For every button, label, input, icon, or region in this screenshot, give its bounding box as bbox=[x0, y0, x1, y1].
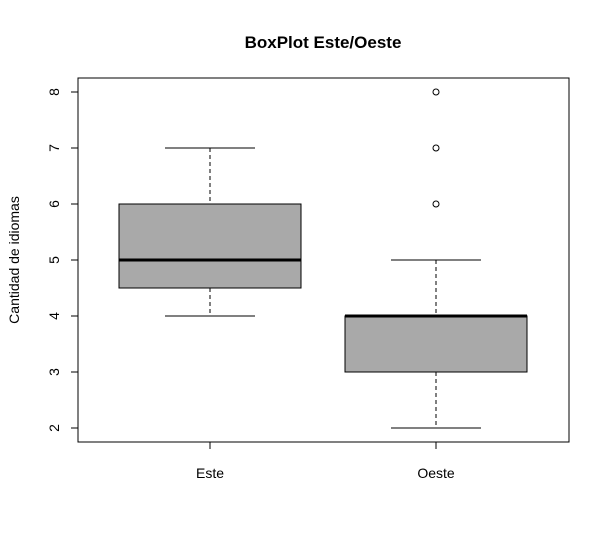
chart-title: BoxPlot Este/Oeste bbox=[245, 33, 402, 52]
y-tick-label: 2 bbox=[46, 424, 62, 432]
outlier-point-oeste bbox=[432, 144, 440, 152]
x-tick-label: Oeste bbox=[417, 465, 455, 481]
y-tick-label: 7 bbox=[46, 144, 62, 152]
y-tick-label: 4 bbox=[46, 312, 62, 320]
outlier-point-oeste bbox=[432, 200, 440, 208]
y-tick-label: 6 bbox=[46, 200, 62, 208]
y-tick-label: 3 bbox=[46, 368, 62, 376]
x-tick-label: Este bbox=[196, 465, 224, 481]
y-tick-label: 8 bbox=[46, 88, 62, 96]
box-este bbox=[118, 203, 302, 289]
box-oeste bbox=[344, 315, 528, 373]
outlier-point-oeste bbox=[432, 88, 440, 96]
y-axis-label: Cantidad de idiomas bbox=[6, 196, 22, 324]
y-tick-label: 5 bbox=[46, 256, 62, 264]
